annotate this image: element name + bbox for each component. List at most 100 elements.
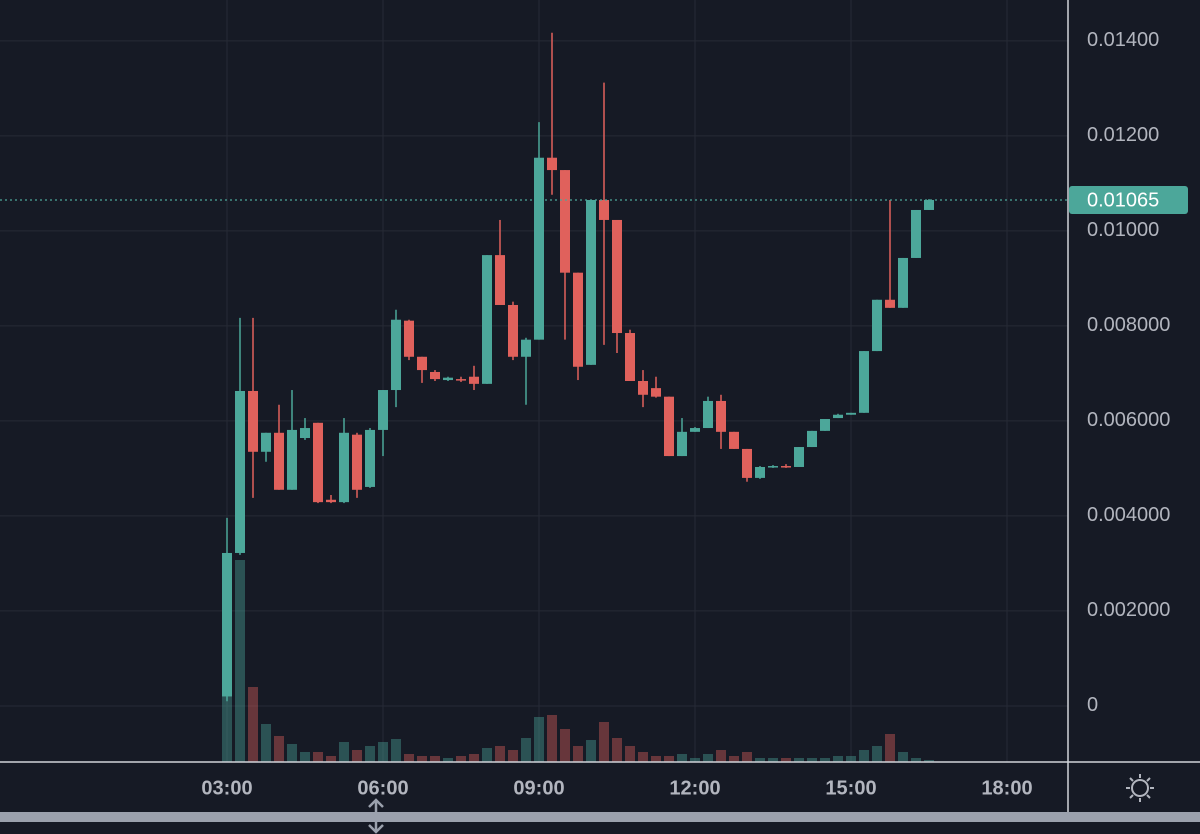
volume-bar: [859, 750, 869, 762]
volume-bar: [820, 758, 830, 762]
volume-bar: [521, 738, 531, 762]
candle-body: [547, 157, 557, 171]
last-price-badge: [1069, 186, 1188, 215]
candle-body: [638, 381, 648, 395]
volume-bar: [391, 739, 401, 762]
x-tick-label: 12:00: [669, 777, 720, 799]
candle-body: [872, 299, 882, 352]
candle-body: [677, 431, 687, 457]
volume-bar: [885, 734, 895, 762]
volume-bar: [430, 756, 440, 762]
candle-body: [807, 430, 817, 448]
candle-body: [352, 434, 362, 490]
volume-bar: [443, 758, 453, 762]
candle-body: [404, 320, 414, 357]
volume-bar: [599, 722, 609, 762]
volume-bar: [781, 758, 791, 762]
candle-body: [495, 255, 505, 305]
candle-body: [885, 299, 895, 308]
candle-body: [781, 466, 791, 468]
volume-bar: [326, 756, 336, 762]
volume-bar: [313, 752, 323, 762]
y-tick-label: 0.004000: [1087, 504, 1170, 526]
candle-body: [469, 376, 479, 384]
candle-body: [456, 379, 466, 381]
candle-body: [586, 200, 596, 365]
y-tick-label: 0.006000: [1087, 409, 1170, 431]
x-tick-label: 03:00: [201, 777, 252, 799]
volume-bar: [573, 746, 583, 762]
volume-bar: [404, 754, 414, 762]
candle-body: [911, 209, 921, 258]
candle-body: [703, 400, 713, 429]
volume-bar: [690, 758, 700, 762]
volume-bar: [794, 758, 804, 762]
candle-body: [768, 466, 778, 468]
volume-bar: [560, 729, 570, 762]
volume-bar: [547, 715, 557, 762]
volume-bar: [703, 754, 713, 762]
volume-bar: [872, 746, 882, 762]
y-tick-label: 0: [1087, 694, 1098, 716]
candle-body: [430, 371, 440, 380]
candle-body: [612, 219, 622, 334]
volume-bar: [729, 756, 739, 762]
candle-body: [755, 466, 765, 478]
scrollbar[interactable]: [0, 812, 1200, 822]
volume-bar: [534, 717, 544, 762]
x-tick-label: 18:00: [981, 777, 1032, 799]
volume-bar: [456, 756, 466, 762]
candle-body: [729, 431, 739, 449]
candle-body: [742, 448, 752, 478]
volume-bar: [898, 752, 908, 762]
volume-bar: [846, 756, 856, 762]
volume-bar: [625, 746, 635, 762]
volume-bar: [612, 738, 622, 762]
y-tick-label: 0.008000: [1087, 314, 1170, 336]
volume-bar: [417, 756, 427, 762]
volume-bar: [287, 744, 297, 762]
volume-bar: [352, 750, 362, 762]
candle-body: [690, 428, 700, 432]
volume-bar: [664, 756, 674, 762]
x-tick-label: 06:00: [357, 777, 408, 799]
candle-body: [326, 499, 336, 503]
volume-bar: [508, 750, 518, 762]
candle-body: [521, 339, 531, 357]
candle-body: [534, 157, 544, 340]
volume-bar: [651, 756, 661, 762]
x-tick-label: 15:00: [825, 777, 876, 799]
volume-bar: [716, 750, 726, 762]
candle-body: [222, 552, 232, 697]
resize-handle[interactable]: [368, 798, 384, 834]
last-price-label: 0.01065: [1087, 189, 1159, 211]
volume-bar: [365, 746, 375, 762]
volume-bar: [833, 756, 843, 762]
volume-bar: [300, 752, 310, 762]
candle-body: [508, 304, 518, 357]
candle-body: [235, 390, 245, 553]
candle-body: [820, 419, 830, 431]
settings-icon[interactable]: [1126, 774, 1154, 802]
volume-bar: [495, 746, 505, 762]
candle-body: [859, 351, 869, 413]
volume-bar: [677, 754, 687, 762]
y-tick-label: 0.002000: [1087, 599, 1170, 621]
candle-layer: [222, 32, 934, 702]
volume-bar: [235, 560, 245, 762]
candle-body: [625, 333, 635, 381]
volume-bar: [768, 758, 778, 762]
candle-body: [924, 200, 934, 210]
candle-body: [833, 414, 843, 419]
volume-bar: [248, 687, 258, 762]
candle-body: [664, 396, 674, 457]
candle-body: [391, 319, 401, 391]
candle-body: [846, 412, 856, 415]
volume-bar: [339, 742, 349, 762]
candle-body: [313, 422, 323, 503]
volume-bar: [586, 740, 596, 762]
volume-bar: [742, 752, 752, 762]
x-tick-label: 09:00: [513, 777, 564, 799]
